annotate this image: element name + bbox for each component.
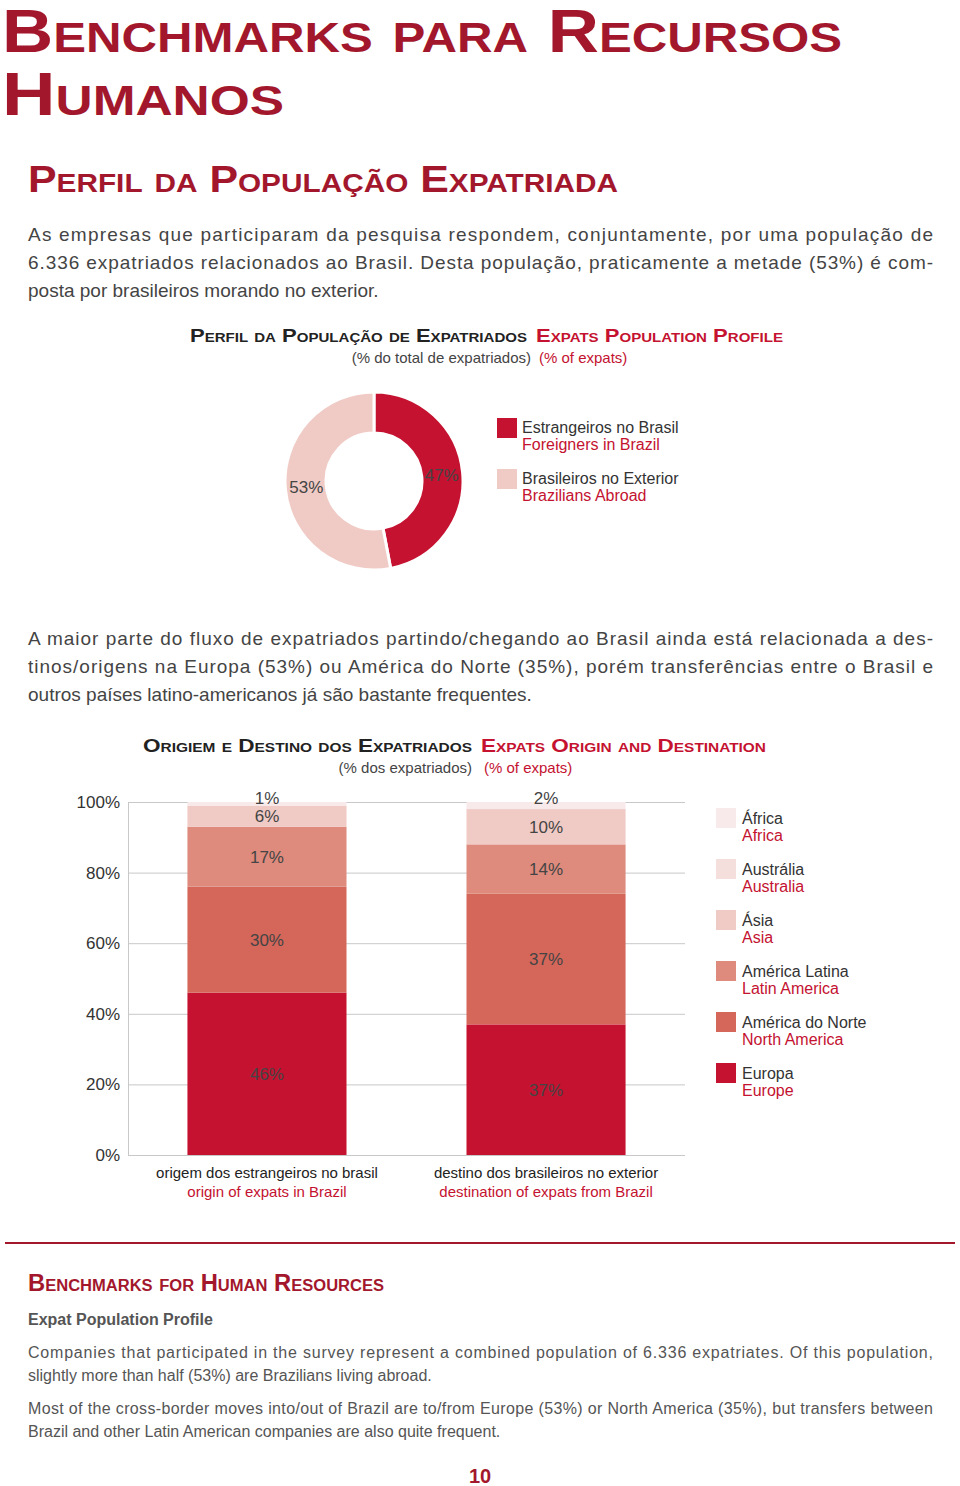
- x-axis: origem dos estrangeiros no brasil destino…: [156, 1164, 658, 1200]
- donut: 47% 53%: [285, 392, 463, 570]
- paragraph-line: Brazil and other Latin American companie…: [28, 1423, 500, 1440]
- legend-label: África: [742, 809, 783, 827]
- legend-label: Brazilians Abroad: [522, 487, 647, 504]
- legend-label: Europa: [742, 1065, 794, 1082]
- chart-subtitle: (% dos expatriados): [339, 759, 472, 776]
- legend-label: Latin America: [742, 980, 839, 997]
- page: Benchmarks para RecursosHumanos Perfil da…: [0, 0, 960, 1486]
- paragraph-line: posta por brasileiros morando no exterio…: [28, 280, 379, 301]
- data-label: 53%: [289, 478, 323, 497]
- data-label: 2%: [534, 789, 559, 808]
- legend-swatch: [497, 418, 517, 438]
- data-label: 30%: [250, 931, 284, 950]
- legend-label: Austrália: [742, 861, 804, 878]
- data-labels: 46% 37% 30% 37% 17% 14% 6% 10% 1% 2%: [250, 789, 563, 1100]
- paragraph-line: Companies that participated in the surve…: [28, 1344, 933, 1361]
- tick-label: 80%: [86, 864, 120, 883]
- header: Benchmarks para RecursosHumanos Perfil da…: [2, 0, 933, 705]
- data-label: 37%: [529, 950, 563, 969]
- legend-label: América Latina: [742, 963, 849, 980]
- grid-line: [128, 1155, 685, 1156]
- data-label: 6%: [255, 807, 280, 826]
- legend-swatch: [716, 1063, 736, 1083]
- legend-label: Foreigners in Brazil: [522, 436, 660, 453]
- divider: [5, 1242, 955, 1244]
- tick-label: 100%: [77, 793, 120, 812]
- data-label: 10%: [529, 818, 563, 837]
- section-title: Perfil da População Expatriada: [28, 159, 618, 200]
- data-label: 17%: [250, 848, 284, 867]
- tick: origem dos estrangeiros no brasil: [156, 1164, 378, 1181]
- bar-segment: [466, 1024, 625, 1155]
- footer-subtitle: Expat Population Profile: [28, 1311, 213, 1328]
- legend-swatch: [716, 1012, 736, 1032]
- bar-segment: [187, 993, 346, 1155]
- bar-segment: [187, 806, 346, 827]
- bar-segment: [187, 827, 346, 887]
- page-number: 10: [469, 1465, 491, 1486]
- legend-label: Australia: [742, 878, 804, 895]
- paragraph-line: slightly more than half (53%) are Brazil…: [28, 1367, 432, 1384]
- paragraph-line: tinos/origens na Europa (53%) ou América…: [28, 656, 933, 677]
- category-label: destination of expats from Brazil: [439, 1183, 652, 1200]
- axis-line: [128, 803, 129, 1156]
- tick-label: 0%: [95, 1146, 120, 1165]
- paragraph-line: 6.336 expatriados relacionados ao Brasil…: [28, 252, 933, 273]
- bars: [187, 802, 625, 1155]
- legend-swatch: [716, 961, 736, 981]
- chart-subtitle: (% of expats): [539, 349, 627, 366]
- legend-label: North America: [742, 1031, 843, 1048]
- legend-label: Brasileiros no Exterior: [522, 470, 679, 487]
- legend-label: Asia: [742, 929, 773, 946]
- tick-label: 40%: [86, 1005, 120, 1024]
- data-label: 14%: [529, 860, 563, 879]
- chart-subtitle: (% do total de expatriados): [352, 349, 531, 366]
- legend-label: Estrangeiros no Brasil: [522, 419, 679, 436]
- legend-label: América do Norte: [742, 1014, 867, 1031]
- page-title: Benchmarks para Recursos: [2, 0, 842, 65]
- category-label: origem dos estrangeiros no brasil: [156, 1164, 378, 1181]
- bar-segment: [187, 887, 346, 993]
- paragraph-line: As empresas que participaram da pesquisa…: [28, 224, 933, 245]
- paragraph-line: Most of the cross-border moves into/out …: [28, 1400, 933, 1417]
- legend-swatch: [716, 859, 736, 879]
- chart-title: Expats Origin and Destination: [481, 735, 766, 756]
- y-axis: 0% 20% 40% 60% 80% 100%: [77, 793, 685, 1165]
- chart-title: Perfil da População de Expatriados: [190, 325, 527, 346]
- bar-segment: [466, 809, 625, 844]
- legend-swatch: [716, 808, 736, 828]
- legend: EuropaEurope América do NorteNorth Americ…: [716, 808, 867, 1099]
- bar-segment: [466, 894, 625, 1025]
- footer-title: Benchmarks for Human Resources: [28, 1270, 384, 1296]
- tick-label: 20%: [86, 1075, 120, 1094]
- category-label: origin of expats in Brazil: [187, 1183, 346, 1200]
- legend: Estrangeiros no BrasilForeigners in Braz…: [497, 418, 679, 504]
- tick: destino dos brasileiros no exterior: [434, 1164, 658, 1181]
- pie-chart: Perfil da População de Expatriados Expats…: [190, 325, 783, 570]
- bar-chart: Origiem e Destino dos Expatriados Expats …: [77, 735, 867, 1200]
- data-label: 47%: [425, 466, 459, 485]
- donut-slice: [285, 392, 391, 570]
- paragraph-line: outros países latino-americanos já são b…: [28, 684, 532, 705]
- chart-subtitle: (% of expats): [484, 759, 572, 776]
- donut-slice: [374, 392, 463, 568]
- legend-label: Ásia: [742, 911, 773, 929]
- legend-label: Europe: [742, 1082, 794, 1099]
- tick-label: 60%: [86, 934, 120, 953]
- paragraph-line: A maior parte do fluxo de expatriados pa…: [28, 628, 933, 649]
- legend-label: Africa: [742, 827, 783, 844]
- data-label: 1%: [255, 789, 280, 808]
- chart-title: Origiem e Destino dos Expatriados: [143, 735, 472, 756]
- legend-swatch: [716, 910, 736, 930]
- page-title: Humanos: [2, 59, 284, 128]
- category-label: destino dos brasileiros no exterior: [434, 1164, 658, 1181]
- data-label: 46%: [250, 1065, 284, 1084]
- footer: Benchmarks for Human Resources Expat Popu…: [5, 1243, 955, 1486]
- chart-title: Expats Population Profile: [536, 325, 783, 346]
- bar-segment: [466, 844, 625, 893]
- legend-swatch: [497, 469, 517, 489]
- data-label: 37%: [529, 1081, 563, 1100]
